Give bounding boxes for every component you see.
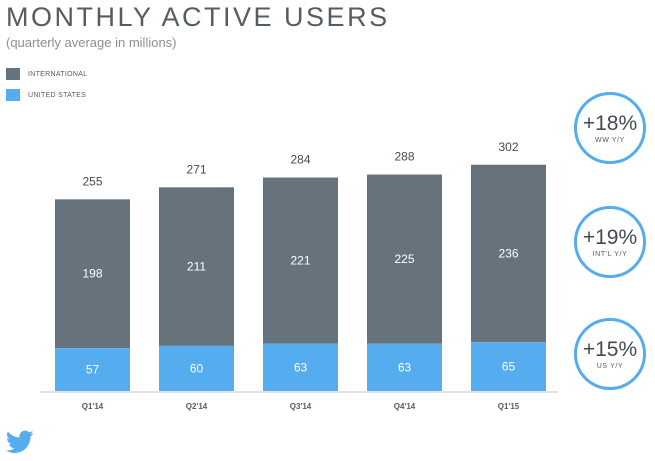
data-label-international: 225	[394, 252, 414, 266]
legend-swatch-united-states	[6, 89, 20, 101]
legend-item-united-states: UNITED STATES	[6, 88, 87, 102]
tick-label-x: Q3'14	[290, 402, 312, 411]
data-label-total: 302	[498, 140, 518, 154]
badge-ww-growth: +18% WW Y/Y	[574, 92, 646, 164]
bar-international	[367, 174, 442, 344]
data-label-total: 271	[186, 162, 206, 176]
data-label-international: 221	[290, 254, 310, 268]
legend-item-international: INTERNATIONAL	[6, 67, 87, 81]
chart-title: MONTHLY ACTIVE USERS	[6, 2, 390, 32]
bar-united-states	[55, 348, 130, 391]
tick-label-x: Q1'14	[82, 402, 104, 411]
badge-us-label: US Y/Y	[596, 362, 624, 370]
bar-united-states	[367, 343, 442, 391]
badge-intl-value: +19%	[582, 225, 638, 249]
data-label-international: 198	[82, 267, 102, 281]
tick-label-x: Q1'15	[498, 402, 520, 411]
badge-intl-label: INT'L Y/Y	[592, 250, 628, 258]
bar-united-states	[263, 343, 338, 391]
bar-international	[55, 199, 130, 349]
data-label-total: 255	[82, 174, 102, 188]
badge-us-growth: +15% US Y/Y	[574, 318, 646, 390]
data-label-united-states: 60	[190, 361, 204, 375]
badge-ww-value: +18%	[582, 111, 638, 135]
badge-ww-label: WW Y/Y	[595, 136, 625, 144]
bar-international	[471, 164, 546, 343]
legend-label-united-states: UNITED STATES	[28, 91, 87, 99]
bar-united-states	[159, 345, 234, 391]
tick-label-x: Q2'14	[186, 402, 208, 411]
badge-us-value: +15%	[582, 337, 638, 361]
bar-united-states	[471, 342, 546, 391]
data-label-united-states: 65	[502, 360, 516, 374]
data-label-international: 236	[498, 246, 518, 260]
twitter-bird-icon	[6, 430, 34, 453]
tick-label-x: Q4'14	[394, 402, 416, 411]
legend: INTERNATIONAL UNITED STATES	[6, 67, 87, 109]
data-label-united-states: 63	[294, 360, 308, 374]
stacked-bar-chart: 198 57 255 Q1'14 211 60 271 Q2'14 221 63 284 Q3'14 2…	[40, 140, 558, 411]
chart-subtitle: (quarterly average in millions)	[6, 35, 177, 50]
data-label-united-states: 57	[86, 363, 100, 377]
badge-intl-growth: +19% INT'L Y/Y	[574, 206, 646, 278]
bar-international	[159, 187, 234, 346]
legend-swatch-international	[6, 68, 20, 80]
legend-label-international: INTERNATIONAL	[28, 70, 88, 78]
data-label-international: 211	[187, 260, 206, 274]
data-label-total: 284	[290, 153, 310, 167]
bar-international	[263, 177, 338, 344]
data-label-united-states: 63	[398, 360, 412, 374]
data-label-total: 288	[394, 150, 414, 164]
